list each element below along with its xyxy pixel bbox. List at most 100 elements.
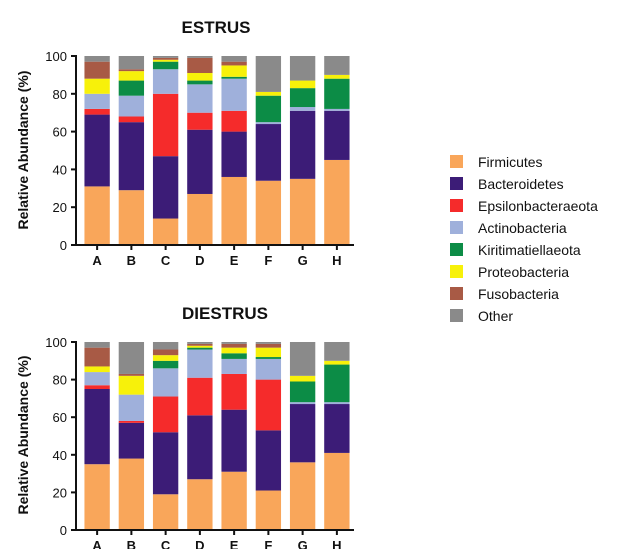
x-tick-label-diestrus-c: C xyxy=(161,538,171,549)
y-tick-label-estrus-80: 80 xyxy=(53,87,67,102)
bar-diestrus-f-bacteroidetes xyxy=(255,430,282,491)
legend-label-kiritimatiellaeota: Kiritimatiellaeota xyxy=(478,242,581,258)
bar-estrus-e-epsilonbacteraeota xyxy=(221,110,247,132)
bar-diestrus-h-bacteroidetes xyxy=(324,404,350,453)
y-tick-label-diestrus-20: 20 xyxy=(53,485,67,500)
y-tick-label-diestrus-60: 60 xyxy=(53,410,67,425)
bar-estrus-d-fusobacteria xyxy=(187,57,213,74)
bar-estrus-a-bacteroidetes xyxy=(84,114,110,187)
bar-estrus-c-actinobacteria xyxy=(152,69,179,94)
bar-diestrus-d-proteobacteria xyxy=(187,345,213,348)
bar-diestrus-d-other xyxy=(187,342,213,344)
bar-estrus-f-firmicutes xyxy=(255,180,282,245)
bar-diestrus-e-firmicutes xyxy=(221,471,247,530)
legend-label-other: Other xyxy=(478,308,513,324)
bar-estrus-g-kiritimatiellaeota xyxy=(289,88,316,108)
bar-estrus-b-bacteroidetes xyxy=(118,122,145,191)
bar-estrus-a-actinobacteria xyxy=(84,93,110,109)
x-tick-label-diestrus-e: E xyxy=(230,538,239,549)
bar-diestrus-a-proteobacteria xyxy=(84,366,110,373)
bar-diestrus-g-proteobacteria xyxy=(289,375,316,382)
bar-diestrus-f-firmicutes xyxy=(255,490,282,530)
bar-estrus-f-bacteroidetes xyxy=(255,124,282,181)
bar-diestrus-a-other xyxy=(84,342,110,348)
bar-estrus-f-kiritimatiellaeota xyxy=(255,95,282,123)
bar-diestrus-f-proteobacteria xyxy=(255,347,282,358)
x-tick-label-diestrus-f: F xyxy=(264,538,272,549)
x-tick-label-estrus-c: C xyxy=(161,253,171,268)
bar-diestrus-c-firmicutes xyxy=(152,494,179,530)
bar-estrus-g-bacteroidetes xyxy=(289,110,316,179)
bar-diestrus-e-bacteroidetes xyxy=(221,409,247,472)
bar-diestrus-e-other xyxy=(221,342,247,344)
bar-diestrus-d-epsilonbacteraeota xyxy=(187,377,213,416)
bar-estrus-d-firmicutes xyxy=(187,193,213,245)
bar-diestrus-a-fusobacteria xyxy=(84,347,110,367)
bar-diestrus-c-proteobacteria xyxy=(152,355,179,361)
y-tick-label-estrus-100: 100 xyxy=(45,49,67,64)
chart-title-estrus: ESTRUS xyxy=(182,18,251,37)
legend-label-actinobacteria: Actinobacteria xyxy=(478,220,567,236)
bar-diestrus-g-bacteroidetes xyxy=(289,404,316,463)
bar-diestrus-g-kiritimatiellaeota xyxy=(289,381,316,403)
bar-diestrus-g-actinobacteria xyxy=(289,402,316,405)
bar-diestrus-d-bacteroidetes xyxy=(187,415,213,480)
legend-swatch-bacteroidetes xyxy=(450,177,463,190)
bar-diestrus-g-other xyxy=(289,342,316,376)
x-tick-label-estrus-h: H xyxy=(332,253,341,268)
y-tick-label-estrus-0: 0 xyxy=(60,238,67,253)
bar-diestrus-b-actinobacteria xyxy=(118,394,145,421)
bar-estrus-a-epsilonbacteraeota xyxy=(84,108,110,115)
legend-swatch-epsilonbacteraeota xyxy=(450,199,463,212)
x-tick-label-diestrus-g: G xyxy=(298,538,308,549)
bar-diestrus-a-actinobacteria xyxy=(84,372,110,386)
bar-diestrus-a-epsilonbacteraeota xyxy=(84,385,110,389)
legend-label-firmicutes: Firmicutes xyxy=(478,154,543,170)
x-tick-label-estrus-e: E xyxy=(230,253,239,268)
bar-diestrus-f-fusobacteria xyxy=(255,343,282,348)
bar-estrus-f-actinobacteria xyxy=(255,122,282,125)
bar-estrus-g-firmicutes xyxy=(289,178,316,245)
bar-estrus-g-other xyxy=(289,56,316,81)
bar-diestrus-f-kiritimatiellaeota xyxy=(255,357,282,359)
x-tick-label-diestrus-d: D xyxy=(195,538,204,549)
bar-diestrus-h-proteobacteria xyxy=(324,360,350,365)
bar-estrus-b-epsilonbacteraeota xyxy=(118,116,145,123)
bar-estrus-d-proteobacteria xyxy=(187,73,213,81)
bar-diestrus-h-other xyxy=(324,342,350,361)
bar-diestrus-e-proteobacteria xyxy=(221,347,247,354)
bar-estrus-e-firmicutes xyxy=(221,176,247,245)
bar-estrus-a-fusobacteria xyxy=(84,61,110,79)
bar-estrus-d-bacteroidetes xyxy=(187,129,213,194)
legend-label-bacteroidetes: Bacteroidetes xyxy=(478,176,564,192)
legend-swatch-actinobacteria xyxy=(450,221,463,234)
bar-estrus-b-firmicutes xyxy=(118,190,145,245)
bar-estrus-b-fusobacteria xyxy=(118,69,145,72)
bar-diestrus-b-epsilonbacteraeota xyxy=(118,420,145,423)
bar-estrus-e-kiritimatiellaeota xyxy=(221,76,247,79)
plot-area-estrus: A B C D E F G H 0 20 40 60 80 100 xyxy=(45,49,354,268)
bar-estrus-c-kiritimatiellaeota xyxy=(152,61,179,70)
bar-diestrus-d-kiritimatiellaeota xyxy=(187,347,213,350)
bar-diestrus-b-fusobacteria xyxy=(118,373,145,376)
x-tick-label-estrus-a: A xyxy=(92,253,102,268)
legend-label-fusobacteria: Fusobacteria xyxy=(478,286,559,302)
bar-diestrus-d-actinobacteria xyxy=(187,349,213,378)
bar-diestrus-c-fusobacteria xyxy=(152,349,179,356)
bar-diestrus-h-firmicutes xyxy=(324,452,350,530)
bar-estrus-d-other xyxy=(187,56,213,58)
legend-swatch-proteobacteria xyxy=(450,265,463,278)
x-tick-label-diestrus-h: H xyxy=(332,538,341,549)
bar-diestrus-e-kiritimatiellaeota xyxy=(221,353,247,359)
bar-estrus-c-proteobacteria xyxy=(152,59,179,62)
bar-estrus-e-actinobacteria xyxy=(221,78,247,111)
bar-diestrus-f-epsilonbacteraeota xyxy=(255,379,282,431)
bar-estrus-d-epsilonbacteraeota xyxy=(187,112,213,130)
bar-diestrus-e-fusobacteria xyxy=(221,343,247,348)
x-tick-label-estrus-g: G xyxy=(298,253,308,268)
bar-estrus-h-kiritimatiellaeota xyxy=(324,78,350,109)
bar-estrus-h-proteobacteria xyxy=(324,74,350,79)
bar-estrus-b-proteobacteria xyxy=(118,71,145,81)
chart-title-diestrus: DIESTRUS xyxy=(182,304,268,323)
y-tick-label-estrus-60: 60 xyxy=(53,125,67,140)
